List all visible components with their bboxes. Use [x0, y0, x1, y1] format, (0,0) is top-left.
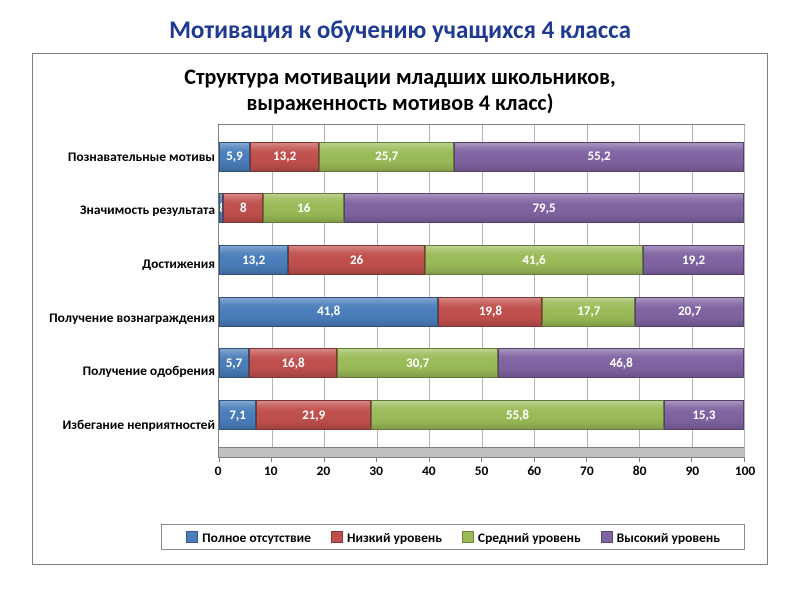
- bar-segment-absent: 7,1: [219, 400, 256, 430]
- legend-item: Средний уровень: [462, 529, 581, 546]
- x-tick-label: 70: [580, 462, 594, 479]
- plot-floor: [219, 447, 744, 457]
- bar-segment-absent: 5,9: [219, 142, 250, 172]
- bar-segment-low: 13,2: [250, 142, 319, 172]
- y-category-labels: Познавательные мотивы Значимость результа…: [39, 124, 215, 458]
- chart-title-line1: Структура мотивации младших школьников,: [184, 63, 615, 90]
- chart-title-line2: выраженность мотивов 4 класс): [246, 89, 553, 116]
- category-label: Достижения: [39, 249, 215, 279]
- legend-label: Средний уровень: [478, 529, 581, 546]
- x-tick-label: 90: [685, 462, 699, 479]
- legend-label: Высокий уровень: [617, 529, 720, 546]
- bar-segment-absent: 5,7: [219, 348, 249, 378]
- bar-segment-low: 21,9: [256, 400, 371, 430]
- plot-wrap: 5,913,225,755,2,881679,513,22641,619,241…: [218, 124, 745, 484]
- bar-segment-high: 20,7: [635, 297, 744, 327]
- bar-row: 5,913,225,755,2: [219, 142, 744, 172]
- category-label: Избегание неприятностей: [39, 410, 215, 440]
- bar-row: 7,121,955,815,3: [219, 400, 744, 430]
- page-title: Мотивация к обучению учащихся 4 класса: [0, 0, 800, 53]
- bar-segment-medium: 17,7: [542, 297, 635, 327]
- category-label: Получение вознаграждения: [39, 303, 215, 333]
- category-label: Познавательные мотивы: [39, 142, 215, 172]
- bars-container: 5,913,225,755,2,881679,513,22641,619,241…: [219, 125, 744, 447]
- x-tick-label: 100: [735, 462, 756, 479]
- legend-item: Высокий уровень: [601, 529, 720, 546]
- legend-swatch: [462, 531, 474, 543]
- legend-swatch: [601, 531, 613, 543]
- legend-swatch: [186, 531, 198, 543]
- plot-area: 5,913,225,755,2,881679,513,22641,619,241…: [218, 124, 745, 458]
- bar-segment-medium: 30,7: [337, 348, 498, 378]
- bar-segment-absent: 41,8: [219, 297, 438, 327]
- bar-row: 41,819,817,720,7: [219, 297, 744, 327]
- grid-line: [744, 125, 745, 457]
- bar-segment-absent: 13,2: [219, 245, 288, 275]
- legend-item: Низкий уровень: [331, 529, 442, 546]
- bar-segment-high: 55,2: [454, 142, 744, 172]
- bar-row: 13,22641,619,2: [219, 245, 744, 275]
- bar-segment-medium: 41,6: [425, 245, 643, 275]
- legend-label: Полное отсутствие: [202, 529, 311, 546]
- x-tick-label: 50: [475, 462, 489, 479]
- bar-segment-low: 19,8: [438, 297, 542, 327]
- bar-segment-high: 46,8: [498, 348, 744, 378]
- chart-frame: Структура мотивации младших школьников, …: [32, 53, 768, 565]
- bar-row: 5,716,830,746,8: [219, 348, 744, 378]
- bar-segment-high: 79,5: [344, 193, 744, 223]
- bar-row: ,881679,5: [219, 193, 744, 223]
- legend: Полное отсутствие Низкий уровень Средний у…: [161, 524, 745, 550]
- bar-segment-medium: 16: [263, 193, 344, 223]
- x-tick-label: 20: [317, 462, 331, 479]
- x-tick-label: 40: [422, 462, 436, 479]
- bar-segment-high: 15,3: [664, 400, 744, 430]
- x-axis-ticks: 0102030405060708090100: [218, 460, 745, 484]
- category-label: Получение одобрения: [39, 356, 215, 386]
- x-tick-label: 60: [527, 462, 541, 479]
- bar-segment-high: 19,2: [643, 245, 744, 275]
- legend-item: Полное отсутствие: [186, 529, 311, 546]
- bar-segment-medium: 25,7: [319, 142, 454, 172]
- x-tick-label: 80: [633, 462, 647, 479]
- bar-segment-medium: 55,8: [371, 400, 664, 430]
- category-label: Значимость результата: [39, 195, 215, 225]
- bar-segment-low: 8: [223, 193, 263, 223]
- x-tick-label: 30: [369, 462, 383, 479]
- bar-segment-low: 26: [288, 245, 425, 275]
- legend-label: Низкий уровень: [347, 529, 442, 546]
- bar-segment-low: 16,8: [249, 348, 337, 378]
- x-tick-label: 0: [215, 462, 222, 479]
- x-tick-label: 10: [264, 462, 278, 479]
- legend-swatch: [331, 531, 343, 543]
- chart-title: Структура мотивации младших школьников, …: [33, 54, 767, 121]
